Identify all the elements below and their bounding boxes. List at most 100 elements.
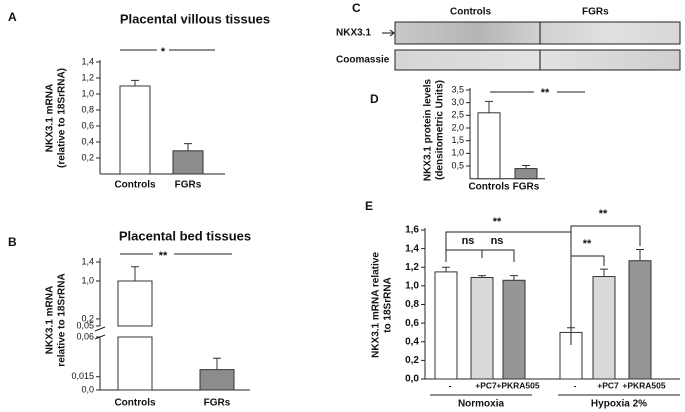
- chart-title: Placental bed tissues: [119, 228, 251, 243]
- bar: [119, 85, 151, 175]
- y-tick-label: 2,0: [451, 122, 464, 132]
- blot-row-label: Coomassie: [336, 55, 390, 66]
- x-tick-label: +PKRA505: [496, 380, 540, 390]
- y-tick-label: 0,6: [81, 120, 94, 130]
- annotation: ns: [462, 235, 475, 247]
- y-tick-label: 1,2: [405, 262, 419, 273]
- significance-bracket: [482, 249, 515, 262]
- y-tick-label: 1,6: [405, 225, 419, 236]
- bar: [514, 168, 538, 180]
- error-bar: [442, 266, 450, 272]
- y-tick-label: 2,5: [451, 110, 464, 120]
- y-axis-label: (densitometric Units): [435, 80, 446, 180]
- western-blot: C Controls FGRs NKX3.1 Coomassie: [336, 1, 681, 71]
- error-bar: [213, 357, 221, 370]
- x-tick-label: +PKRA505: [622, 380, 666, 390]
- error-bar: [485, 100, 493, 113]
- blot-group-label: Controls: [450, 7, 492, 18]
- significance-bracket: [445, 249, 483, 262]
- x-tick-label: -: [449, 380, 452, 390]
- y-tick-label: 1,2: [81, 72, 94, 82]
- y-axis-label: to 18SrRNA: [383, 277, 394, 333]
- bar: [470, 276, 494, 380]
- y-tick-label: 1,4: [81, 256, 94, 266]
- y-tick-label: 1,5: [451, 135, 464, 145]
- blot-group-label: FGRs: [582, 7, 609, 18]
- panel-letter: E: [365, 199, 373, 213]
- chart-title: Placental villous tissues: [120, 11, 270, 26]
- y-tick-label: 0,2: [405, 355, 419, 366]
- x-tick-label: +PC7: [597, 380, 619, 390]
- bar: [502, 279, 526, 380]
- x-tick-label: Controls: [468, 182, 510, 193]
- bar: [434, 271, 458, 380]
- y-tick-label: 0,8: [405, 299, 419, 310]
- blot-band: [394, 21, 681, 45]
- x-tick-label: -: [574, 380, 577, 390]
- blot-band: [394, 49, 681, 71]
- error-bar: [131, 266, 139, 281]
- y-tick-label: 0,2: [81, 152, 94, 162]
- group-label: Normoxia: [458, 399, 505, 410]
- y-tick-label: 1,0: [81, 88, 94, 98]
- y-tick-label: 1,0: [451, 148, 464, 158]
- y-axis-label: NKX3.1 mRNA: [45, 84, 56, 152]
- bar: [477, 112, 501, 180]
- annotation: *: [161, 46, 166, 58]
- y-axis-label: NKX3.1 mRNA relative: [371, 252, 382, 358]
- y-tick-label: 1,0: [405, 281, 419, 292]
- bar: [592, 276, 616, 380]
- panel-letter: C: [352, 1, 361, 15]
- annotation: **: [599, 208, 608, 220]
- x-tick-label: FGRs: [513, 182, 540, 193]
- error-bar: [131, 79, 139, 86]
- y-tick-label: 1,4: [81, 56, 94, 66]
- y-tick-label: 1,4: [405, 243, 419, 254]
- arrow: [382, 29, 395, 37]
- y-tick-label: 0,2: [81, 313, 94, 323]
- y-tick-label: 0,06: [76, 331, 94, 341]
- bar: [117, 280, 153, 391]
- y-tick-label: 1,0: [81, 275, 94, 285]
- y-tick-label: 3,0: [451, 97, 464, 107]
- error-bar: [600, 268, 608, 277]
- error-bar: [522, 165, 530, 169]
- bar: [628, 260, 652, 380]
- error-bar: [478, 275, 486, 278]
- x-tick-label: Controls: [114, 398, 156, 409]
- blot-row-label: NKX3.1: [336, 28, 371, 39]
- x-tick-label: Controls: [114, 180, 156, 191]
- y-axis-label: (relative to 18SrRNA): [57, 68, 68, 168]
- y-tick-label: 0,8: [81, 104, 94, 114]
- y-tick-label: 0,05: [76, 320, 94, 330]
- y-tick-label: 0,0: [81, 384, 94, 394]
- y-tick-label: 0,5: [451, 160, 464, 170]
- y-axis-label: NKX3.1 mRNA: [45, 286, 56, 354]
- y-tick-label: 3,5: [451, 84, 464, 94]
- significance-bracket: [570, 255, 605, 345]
- annotation: **: [493, 216, 502, 228]
- y-tick-label: 0,6: [405, 318, 419, 329]
- x-tick-label: FGRs: [175, 180, 202, 191]
- y-tick-label: 0,4: [81, 136, 94, 146]
- error-bar: [636, 249, 644, 261]
- bar: [199, 369, 235, 391]
- y-axis-label: NKX3.1 protein levels: [423, 78, 434, 181]
- annotation: **: [583, 238, 592, 250]
- y-tick-label: 0,015: [71, 371, 94, 381]
- group-label: Hypoxia 2%: [591, 399, 647, 410]
- significance-bracket: [570, 225, 641, 256]
- annotation: **: [541, 87, 550, 99]
- annotation: ns: [491, 235, 504, 247]
- panel-letter: A: [8, 10, 17, 24]
- y-tick-label: 0,0: [405, 374, 419, 385]
- error-bar: [510, 275, 518, 281]
- y-axis-label: relative to 18SrRNA: [57, 273, 68, 366]
- x-tick-label: +PC7: [475, 380, 497, 390]
- y-tick-label: 0,4: [405, 336, 419, 347]
- x-tick-label: FGRs: [204, 398, 231, 409]
- panel-letter: D: [370, 92, 379, 106]
- annotation: **: [159, 250, 168, 262]
- panel-letter: B: [8, 235, 17, 249]
